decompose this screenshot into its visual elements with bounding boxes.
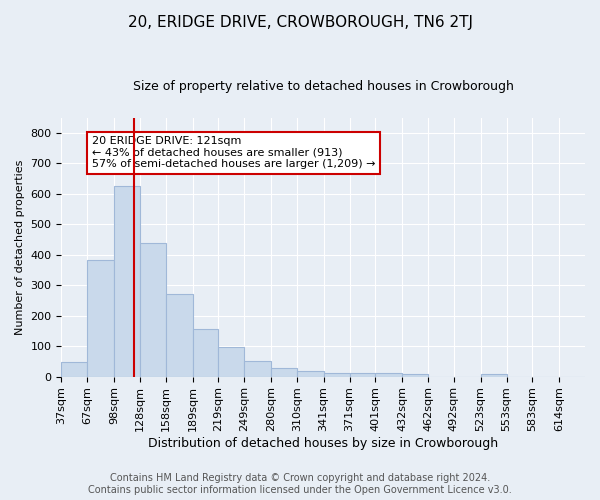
Text: 20 ERIDGE DRIVE: 121sqm
← 43% of detached houses are smaller (913)
57% of semi-d: 20 ERIDGE DRIVE: 121sqm ← 43% of detache… <box>92 136 375 169</box>
Bar <box>193 329 218 376</box>
Text: Contains HM Land Registry data © Crown copyright and database right 2024.
Contai: Contains HM Land Registry data © Crown c… <box>88 474 512 495</box>
Bar <box>297 372 323 376</box>
Text: 20, ERIDGE DRIVE, CROWBOROUGH, TN6 2TJ: 20, ERIDGE DRIVE, CROWBOROUGH, TN6 2TJ <box>128 15 473 30</box>
Bar <box>87 260 114 376</box>
Bar <box>350 373 376 376</box>
Bar <box>114 186 140 376</box>
Bar <box>481 374 506 376</box>
X-axis label: Distribution of detached houses by size in Crowborough: Distribution of detached houses by size … <box>148 437 498 450</box>
Bar <box>323 373 350 376</box>
Bar <box>244 361 271 376</box>
Bar <box>166 294 193 376</box>
Title: Size of property relative to detached houses in Crowborough: Size of property relative to detached ho… <box>133 80 514 93</box>
Y-axis label: Number of detached properties: Number of detached properties <box>15 160 25 335</box>
Bar <box>402 374 428 376</box>
Bar <box>376 373 402 376</box>
Bar <box>271 368 297 376</box>
Bar <box>140 243 166 376</box>
Bar <box>218 347 244 376</box>
Bar <box>61 362 87 376</box>
